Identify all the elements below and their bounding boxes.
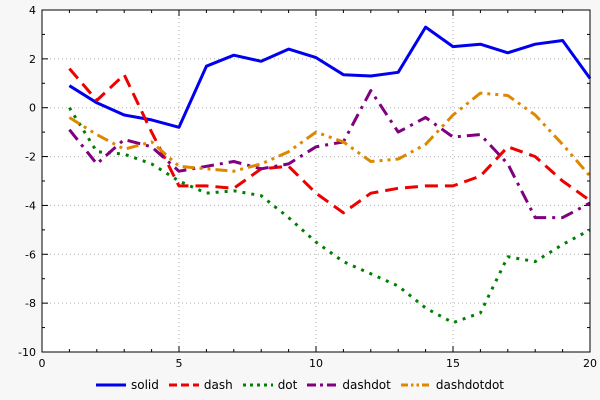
- y-tick-label: -2: [25, 151, 36, 164]
- legend-item-solid: solid: [95, 378, 159, 392]
- legend-swatch-dashdot: [307, 383, 338, 387]
- legend-item-dash: dash: [168, 378, 233, 392]
- series-line-dash: [68, 67, 591, 215]
- x-tick-label: 5: [176, 357, 183, 370]
- plot-border: [41, 9, 591, 353]
- plot-area: [42, 10, 590, 352]
- legend-label-dashdotdot: dashdotdot: [435, 378, 505, 392]
- legend-swatch-dashdotdot: [400, 383, 431, 387]
- legend-swatch-dash: [168, 383, 199, 387]
- series-line-solid: [68, 25, 592, 129]
- legend-item-dashdotdot: dashdotdot: [400, 378, 505, 392]
- x-tick-label: 15: [446, 357, 460, 370]
- y-tick-label: -6: [25, 248, 36, 261]
- y-tick-label: -8: [25, 297, 36, 310]
- legend-label-solid: solid: [130, 378, 159, 392]
- series-line-dashdot: [68, 89, 591, 220]
- legend-label-dashdot: dashdot: [342, 378, 391, 392]
- legend-label-dash: dash: [203, 378, 233, 392]
- x-tick-label: 0: [39, 357, 46, 370]
- legend-item-dashdot: dashdot: [307, 379, 391, 391]
- legend-item-dot: dot: [242, 378, 298, 392]
- y-tick-label: 4: [29, 4, 36, 17]
- chart-canvas: 0 5 10 15 20 -10 -8 -6 -4 -2 0 2 4: [18, 4, 597, 370]
- y-tick-label: -4: [25, 199, 36, 212]
- legend-swatch-dot: [242, 383, 273, 387]
- x-tick-label: 10: [309, 357, 323, 370]
- chart-legend: solid dash dot dashdot dashdotdot: [0, 374, 600, 396]
- y-tick-label: 0: [29, 102, 36, 115]
- x-tick-label: 20: [583, 357, 597, 370]
- legend-label-dot: dot: [277, 378, 298, 392]
- y-tick-label: 2: [29, 53, 36, 66]
- legend-swatch-solid: [95, 383, 126, 387]
- series-line-dashdotdot: [68, 91, 592, 178]
- y-tick-label: -10: [18, 346, 36, 359]
